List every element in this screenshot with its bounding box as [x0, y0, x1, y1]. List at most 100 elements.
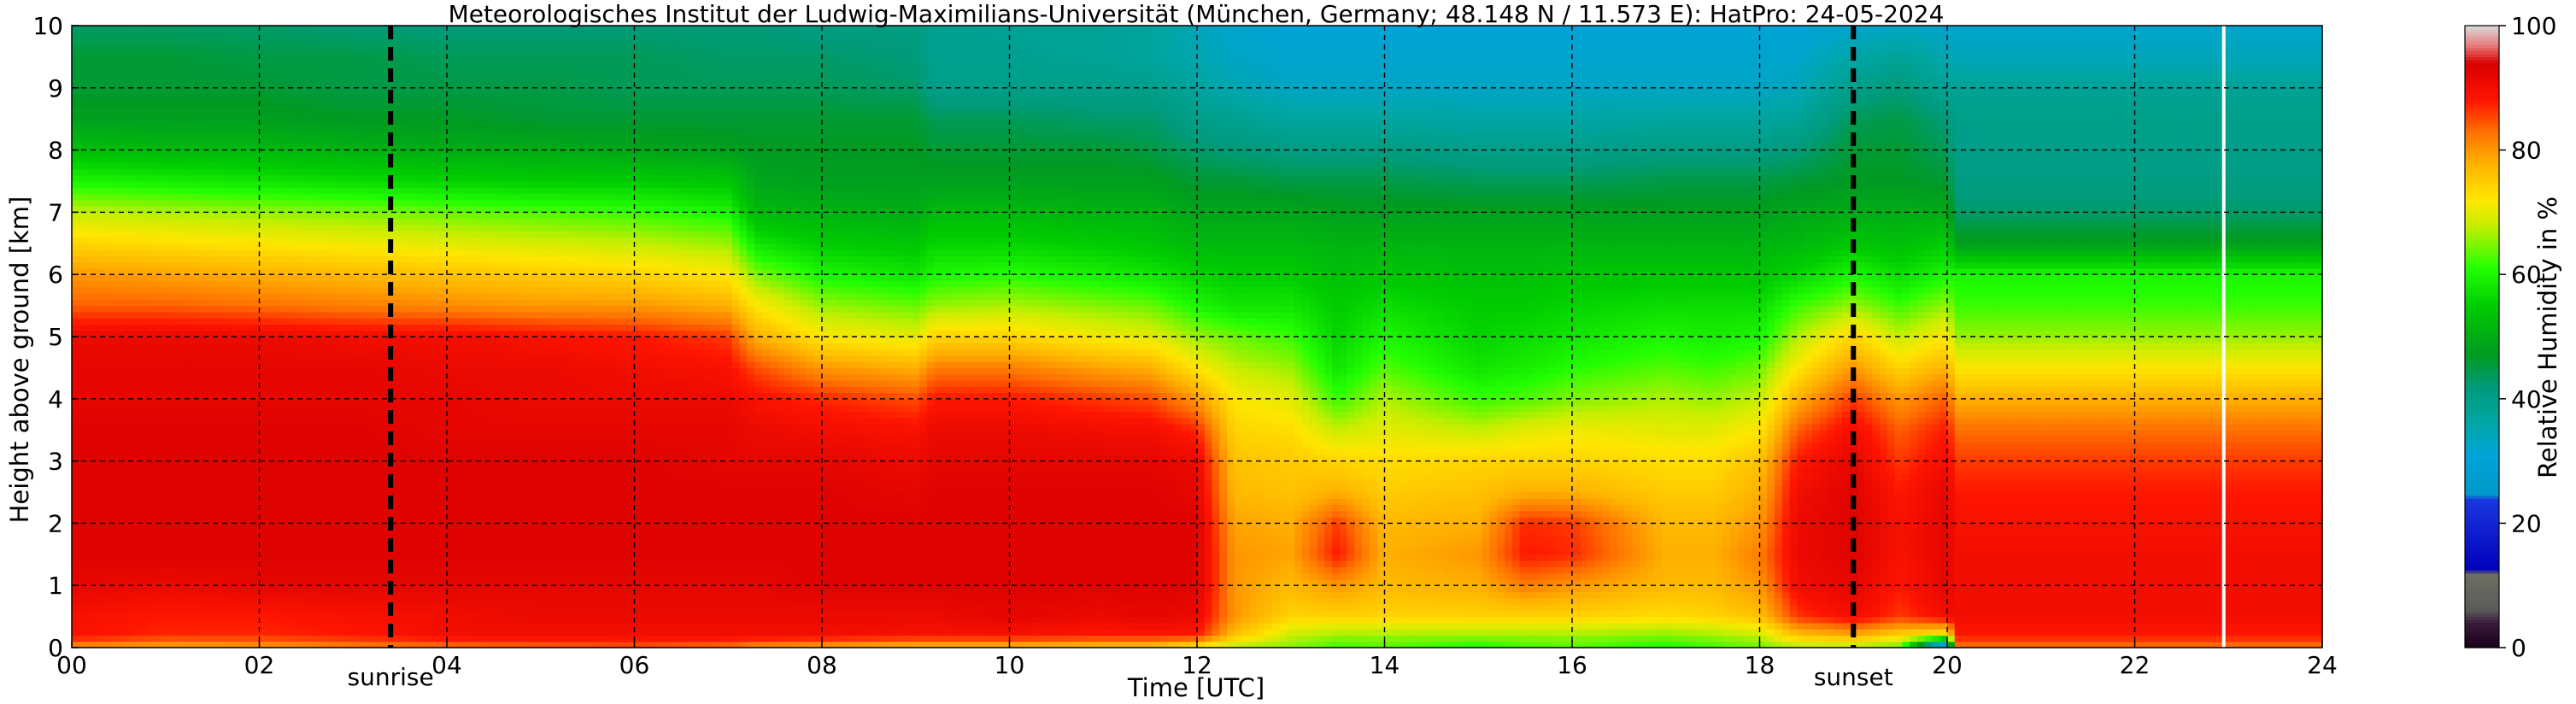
heatmap-cell [356, 337, 366, 343]
heatmap-cell [184, 231, 193, 238]
heatmap-cell [207, 430, 215, 437]
heatmap-cell [356, 510, 366, 518]
heatmap-cell [124, 150, 132, 157]
heatmap-cell [378, 174, 388, 182]
heatmap-cell [102, 523, 110, 531]
heatmap-cell [79, 392, 88, 400]
heatmap-cell [146, 355, 155, 362]
heatmap-cell [326, 337, 335, 343]
heatmap-cell [207, 461, 215, 468]
heatmap-cell [184, 155, 193, 163]
heatmap-cell [132, 305, 140, 313]
heatmap-cell [154, 56, 162, 64]
heatmap-cell [251, 68, 261, 76]
heatmap-cell [424, 112, 433, 120]
heatmap-cell [94, 212, 103, 220]
heatmap-cell [79, 398, 88, 406]
heatmap-cell [281, 349, 290, 356]
heatmap-cell [94, 548, 103, 555]
heatmap-cell [191, 206, 200, 213]
heatmap-cell [326, 343, 335, 350]
heatmap-cell [439, 529, 448, 537]
heatmap-cell [439, 249, 448, 256]
heatmap-cell [431, 32, 440, 39]
heatmap-cell [244, 337, 253, 343]
heatmap-cell [176, 32, 185, 39]
heatmap-cell [132, 274, 140, 282]
heatmap-cell [139, 504, 148, 512]
heatmap-cell [251, 343, 261, 350]
heatmap-cell [139, 174, 148, 182]
heatmap-cell [326, 535, 335, 543]
heatmap-cell [402, 591, 410, 599]
heatmap-cell [372, 243, 380, 250]
heatmap-cell [132, 485, 140, 493]
heatmap-cell [259, 155, 267, 163]
heatmap-cell [221, 361, 230, 368]
heatmap-cell [372, 199, 380, 207]
heatmap-cell [109, 212, 118, 220]
heatmap-cell [281, 56, 290, 64]
heatmap-cell [356, 485, 366, 493]
heatmap-cell [319, 255, 328, 263]
heatmap-cell [191, 26, 200, 32]
heatmap-cell [79, 255, 88, 263]
heatmap-cell [221, 286, 230, 294]
heatmap-cell [191, 578, 200, 586]
heatmap-cell [386, 212, 396, 220]
heatmap-cell [378, 100, 388, 108]
heatmap-cell [109, 398, 118, 406]
heatmap-cell [296, 261, 305, 269]
heatmap-cell [372, 616, 380, 624]
heatmap-cell [259, 492, 267, 499]
heatmap-cell [132, 535, 140, 543]
heatmap-cell [79, 548, 88, 555]
heatmap-cell [439, 187, 448, 195]
heatmap-cell [244, 243, 253, 250]
heatmap-cell [296, 267, 305, 275]
heatmap-cell [349, 81, 358, 89]
heatmap-cell [109, 548, 118, 555]
heatmap-cell [109, 610, 118, 618]
heatmap-cell [124, 455, 132, 462]
heatmap-cell [154, 386, 162, 394]
heatmap-cell [364, 622, 373, 630]
heatmap-cell [289, 386, 297, 394]
heatmap-cell [221, 150, 230, 157]
heatmap-cell [356, 349, 366, 356]
heatmap-cell [289, 417, 297, 425]
heatmap-cell [176, 560, 185, 567]
heatmap-cell [439, 504, 448, 512]
heatmap-cell [72, 616, 80, 624]
heatmap-cell [424, 231, 433, 238]
heatmap-cell [184, 68, 193, 76]
heatmap-cell [86, 629, 95, 637]
heatmap-cell [176, 330, 185, 337]
heatmap-cell [326, 32, 335, 39]
heatmap-cell [439, 255, 448, 263]
heatmap-cell [409, 193, 418, 201]
heatmap-cell [161, 168, 170, 176]
heatmap-cell [124, 174, 132, 182]
heatmap-cell [386, 106, 396, 114]
heatmap-cell [109, 261, 118, 269]
heatmap-cell [402, 305, 410, 313]
heatmap-cell [169, 629, 178, 637]
heatmap-cell [372, 449, 380, 455]
heatmap-cell [319, 330, 328, 337]
heatmap-cell [229, 32, 238, 39]
heatmap-cell [124, 56, 132, 64]
heatmap-cell [431, 461, 440, 468]
heatmap-cell [349, 311, 358, 319]
heatmap-cell [326, 566, 335, 574]
heatmap-cell [431, 373, 440, 381]
heatmap-cell [356, 398, 366, 406]
heatmap-cell [356, 430, 366, 437]
heatmap-cell [146, 455, 155, 462]
heatmap-cell [221, 32, 230, 39]
heatmap-cell [289, 535, 297, 543]
heatmap-cell [326, 485, 335, 493]
heatmap-cell [237, 138, 245, 144]
heatmap-cell [251, 479, 261, 487]
heatmap-cell [161, 597, 170, 605]
